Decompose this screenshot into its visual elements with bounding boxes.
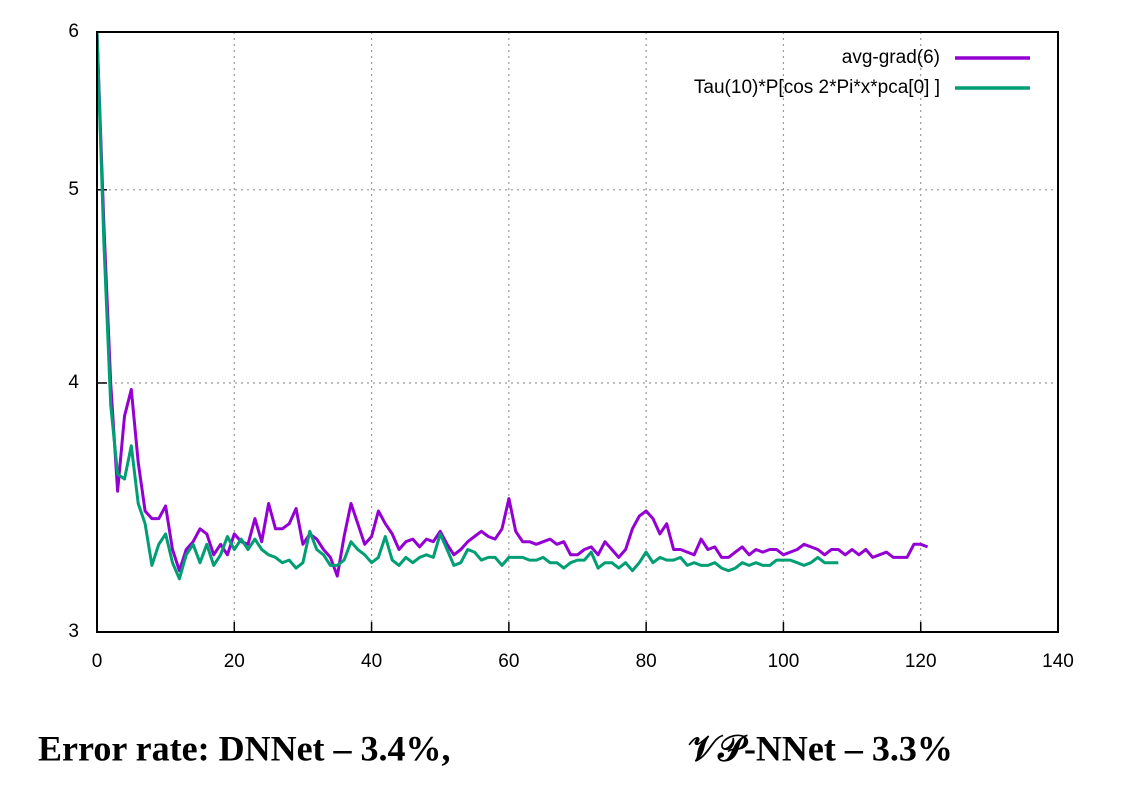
x-tick-label: 0 <box>92 651 103 672</box>
legend-label: avg-grad(6) <box>842 47 940 68</box>
series-line <box>97 32 839 581</box>
legend-label: Tau(10)*P[cos 2*Pi*x*pca[0] ] <box>694 77 940 98</box>
x-tick-label: 60 <box>498 651 519 672</box>
caption: 𝒱𝒫-NNet – 3.3% <box>688 728 953 768</box>
plot-frame <box>96 31 1059 633</box>
y-tick-label: 5 <box>68 179 79 200</box>
y-tick-label: 3 <box>68 621 79 642</box>
x-tick-label: 140 <box>1042 651 1074 672</box>
x-tick-label: 80 <box>636 651 657 672</box>
series-line <box>97 32 929 578</box>
x-tick-label: 40 <box>361 651 382 672</box>
x-tick-label: 100 <box>768 651 800 672</box>
x-tick-label: 120 <box>905 651 937 672</box>
y-tick-label: 4 <box>68 372 79 393</box>
caption: Error rate: DNNet – 3.4%, <box>38 728 451 768</box>
y-tick-label: 6 <box>68 21 79 42</box>
x-tick-label: 20 <box>224 651 245 672</box>
